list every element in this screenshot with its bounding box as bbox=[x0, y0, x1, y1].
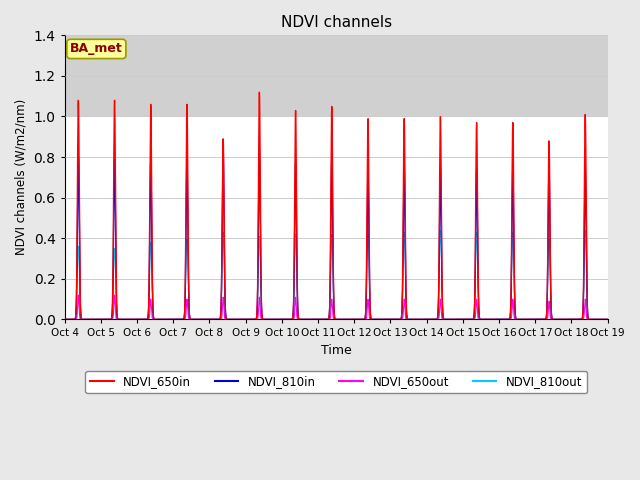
Legend: NDVI_650in, NDVI_810in, NDVI_650out, NDVI_810out: NDVI_650in, NDVI_810in, NDVI_650out, NDV… bbox=[85, 371, 587, 393]
Text: BA_met: BA_met bbox=[70, 42, 123, 55]
Y-axis label: NDVI channels (W/m2/nm): NDVI channels (W/m2/nm) bbox=[15, 99, 28, 255]
Bar bbox=[65, 36, 608, 117]
X-axis label: Time: Time bbox=[321, 344, 351, 357]
Title: NDVI channels: NDVI channels bbox=[280, 15, 392, 30]
